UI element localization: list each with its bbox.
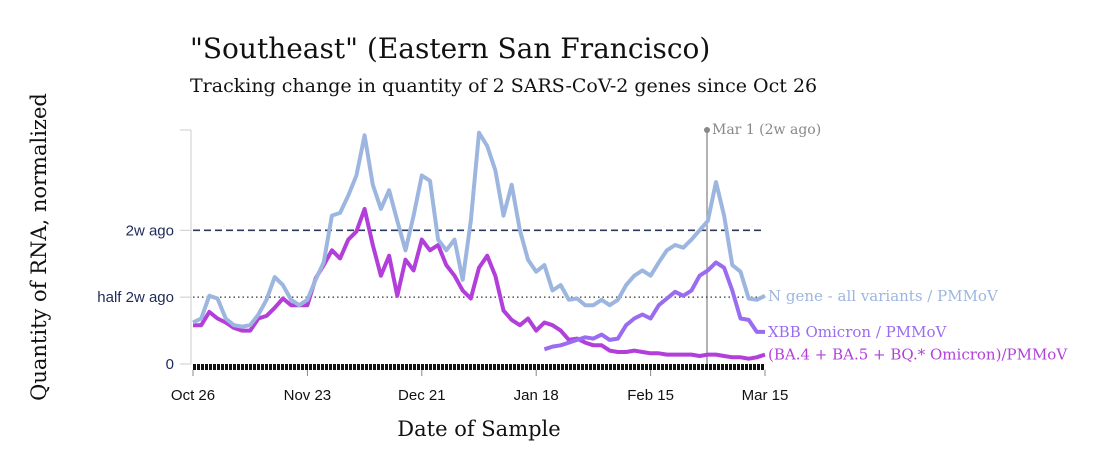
x-tick-label: Nov 23 <box>284 387 332 404</box>
annotation: Mar 1 (2w ago) <box>712 122 821 138</box>
series-label: N gene - all variants / PMMoV <box>768 287 999 305</box>
y-tick-label: half 2w ago <box>97 289 174 306</box>
series-line <box>192 130 766 329</box>
series-line <box>193 206 766 361</box>
y-tick-label: 0 <box>166 356 174 373</box>
series-label: XBB Omicron / PMMoV <box>768 323 948 341</box>
x-tick-label: Dec 21 <box>398 387 446 404</box>
x-tick-label: Jan 18 <box>514 387 559 404</box>
series-line <box>543 260 765 352</box>
chart-title: "Southeast" (Eastern San Francisco) <box>190 32 710 65</box>
x-tick-label: Feb 15 <box>627 387 674 404</box>
y-tick-label: 2w ago <box>126 222 174 239</box>
y-axis-label: Quantity of RNA, normalized <box>27 93 51 401</box>
chart-subtitle: Tracking change in quantity of 2 SARS-Co… <box>190 75 817 97</box>
series-label: (BA.4 + BA.5 + BQ.* Omicron)/PMMoV <box>768 346 1068 364</box>
x-tick-label: Oct 26 <box>171 387 215 404</box>
x-axis-label: Date of Sample <box>397 417 560 441</box>
x-tick-label: Mar 15 <box>742 387 789 404</box>
reference-dot <box>704 127 710 133</box>
